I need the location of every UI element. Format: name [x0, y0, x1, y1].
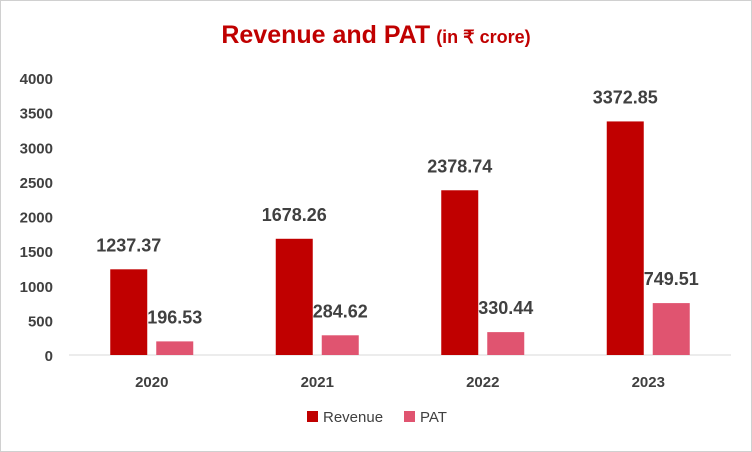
- data-label-revenue: 2378.74: [427, 156, 492, 176]
- legend-label-pat: PAT: [420, 409, 447, 426]
- bar-revenue: [441, 190, 479, 355]
- data-label-revenue: 1237.37: [96, 235, 161, 255]
- y-tick-label: 2000: [20, 210, 53, 227]
- data-label-pat: 284.62: [313, 301, 368, 321]
- y-tick-label: 1500: [20, 244, 53, 261]
- x-tick-label: 2020: [135, 374, 168, 391]
- y-tick-label: 1000: [20, 279, 53, 296]
- data-label-revenue: 1678.26: [262, 205, 327, 225]
- y-tick-label: 3000: [20, 140, 53, 157]
- legend-label-revenue: Revenue: [323, 409, 383, 426]
- data-label-pat: 749.51: [644, 269, 699, 289]
- y-tick-label: 2500: [20, 175, 53, 192]
- bar-revenue: [275, 238, 313, 355]
- bar-revenue: [606, 121, 644, 355]
- chart-title: Revenue and PAT: [221, 21, 431, 49]
- legend-swatch-revenue: [307, 411, 318, 422]
- x-tick-label: 2021: [301, 374, 334, 391]
- data-label-revenue: 3372.85: [593, 87, 658, 107]
- data-label-pat: 196.53: [147, 307, 202, 327]
- data-label-pat: 330.44: [478, 298, 533, 318]
- bar-revenue: [110, 269, 148, 355]
- bar-pat: [487, 332, 525, 355]
- chart-title-block: Revenue and PAT (in ₹ crore): [1, 21, 751, 50]
- bar-pat: [321, 335, 359, 355]
- y-tick-label: 4000: [20, 71, 53, 88]
- bar-pat: [652, 303, 690, 355]
- y-tick-label: 0: [45, 348, 53, 365]
- legend-swatch-pat: [404, 411, 415, 422]
- x-tick-label: 2023: [632, 374, 665, 391]
- bar-pat: [156, 341, 194, 355]
- x-tick-label: 2022: [466, 374, 499, 391]
- y-tick-label: 3500: [20, 106, 53, 123]
- y-tick-label: 500: [28, 313, 53, 330]
- chart-subtitle: (in ₹ crore): [436, 27, 531, 47]
